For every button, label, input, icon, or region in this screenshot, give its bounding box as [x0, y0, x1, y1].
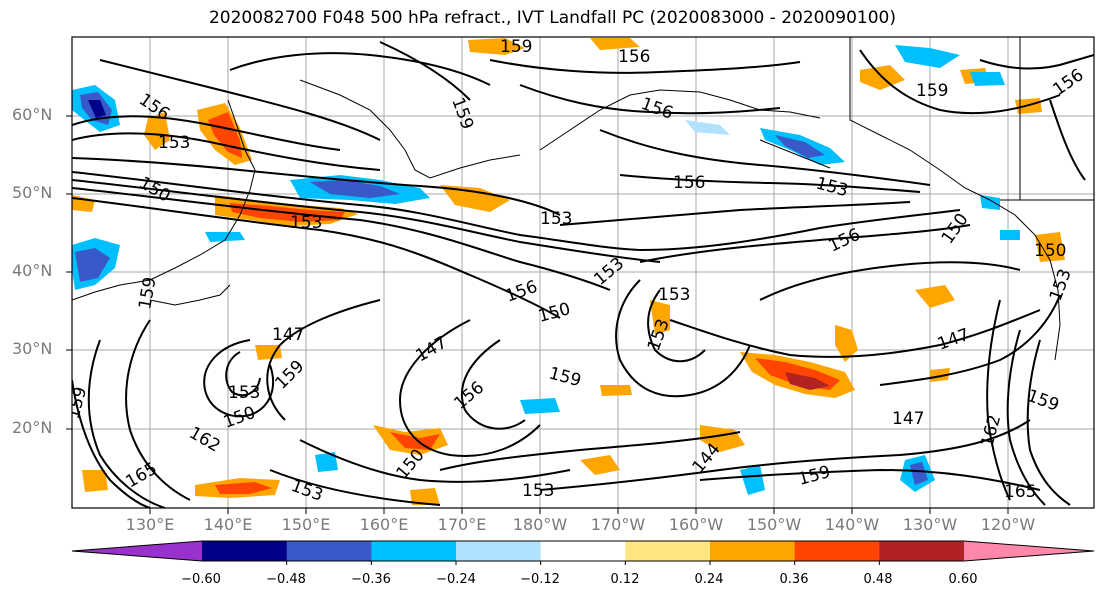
lat-label-60n: 60°N	[12, 105, 53, 124]
map-title: 2020082700 F048 500 hPa refract., IVT La…	[208, 8, 896, 28]
lat-label-30n: 30°N	[12, 339, 53, 358]
lat-label-40n: 40°N	[12, 261, 53, 280]
contour-label: 156	[618, 47, 650, 67]
lon-label: 160°E	[359, 515, 409, 534]
lon-label: 120°W	[980, 515, 1036, 534]
contour-label: 153	[540, 209, 572, 229]
colorbar-tick-label: −0.36	[351, 572, 391, 587]
contour-label: 153	[228, 383, 260, 403]
lon-label: 180°W	[512, 515, 568, 534]
contour-label: 165	[1004, 482, 1036, 502]
lon-label: 150°W	[746, 515, 802, 534]
colorbar-tick-label: 0.24	[694, 572, 724, 587]
contour-label: 153	[290, 213, 322, 233]
colorbar-tick-label: 0.48	[863, 572, 893, 587]
lon-label: 130°W	[902, 515, 958, 534]
contour-label: 147	[272, 325, 304, 345]
lon-label: 170°E	[437, 515, 487, 534]
negative-anomaly-patches	[72, 45, 1020, 495]
contour-label: 150	[1034, 241, 1066, 261]
lon-label: 140°W	[824, 515, 880, 534]
refractivity-contours	[72, 41, 1094, 508]
lon-label: 150°E	[281, 515, 331, 534]
colorbar-tick-label: −0.24	[436, 572, 476, 587]
lon-label: 140°E	[203, 515, 253, 534]
contour-label: 156	[673, 173, 705, 193]
contour-label: 159	[916, 81, 948, 101]
contour-label: 153	[158, 133, 190, 153]
contour-label: 153	[522, 481, 554, 501]
contour-label: 159	[500, 37, 532, 57]
contour-label: 147	[892, 409, 924, 429]
lon-label: 130°E	[125, 515, 175, 534]
colorbar-tick-label: 0.60	[948, 572, 978, 587]
colorbar-tick-label: −0.48	[266, 572, 306, 587]
colorbar-tick-label: −0.60	[181, 572, 221, 587]
lat-label-20n: 20°N	[12, 418, 53, 437]
colorbar-tick-label: 0.12	[610, 572, 640, 587]
positive-anomaly-patches	[72, 38, 1065, 505]
lon-label: 160°W	[668, 515, 724, 534]
colorbar-tick-label: 0.36	[779, 572, 809, 587]
contour-label: 153	[658, 285, 690, 305]
lon-label: 170°W	[590, 515, 646, 534]
lat-label-50n: 50°N	[12, 183, 53, 202]
colorbar-tick-label: −0.12	[520, 572, 560, 587]
